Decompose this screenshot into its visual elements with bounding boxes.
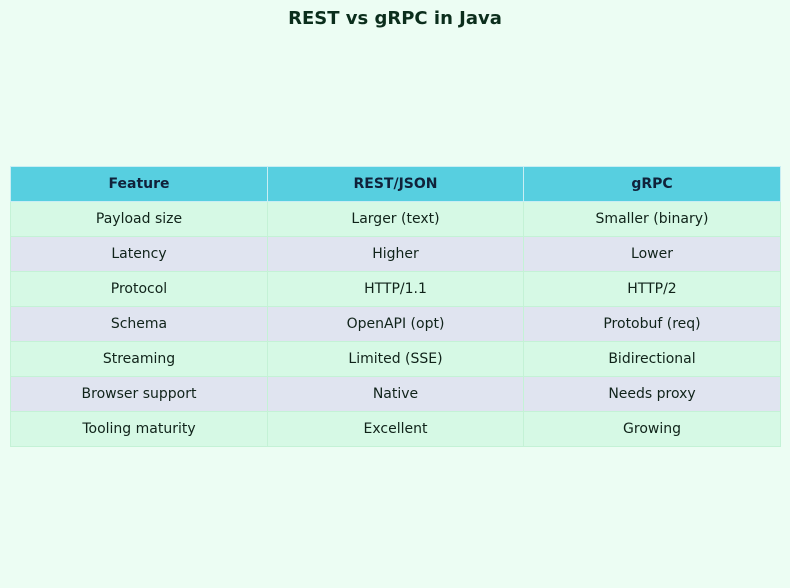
comparison-table: Feature REST/JSON gRPC Payload size Larger … bbox=[10, 166, 781, 447]
table-row: Payload size Larger (text) Smaller (binary… bbox=[10, 201, 781, 237]
table-cell: Higher bbox=[267, 236, 524, 272]
table-row: Schema OpenAPI (opt) Protobuf (req) bbox=[10, 306, 781, 342]
table-header-row: Feature REST/JSON gRPC bbox=[10, 166, 781, 202]
table-cell: Smaller (binary) bbox=[523, 201, 781, 237]
table-cell: Schema bbox=[10, 306, 268, 342]
chart-title: REST vs gRPC in Java bbox=[288, 8, 502, 29]
table-cell: Streaming bbox=[10, 341, 268, 377]
table-cell: Native bbox=[267, 376, 524, 412]
table-cell: Browser support bbox=[10, 376, 268, 412]
table-cell: Excellent bbox=[267, 411, 524, 447]
table-row: Browser support Native Needs proxy bbox=[10, 376, 781, 412]
table-cell: Tooling maturity bbox=[10, 411, 268, 447]
table-cell: Limited (SSE) bbox=[267, 341, 524, 377]
table-cell: Growing bbox=[523, 411, 781, 447]
table-cell: HTTP/1.1 bbox=[267, 271, 524, 307]
column-header: gRPC bbox=[523, 166, 781, 202]
table-cell: Protobuf (req) bbox=[523, 306, 781, 342]
table-cell: Larger (text) bbox=[267, 201, 524, 237]
table-row: Protocol HTTP/1.1 HTTP/2 bbox=[10, 271, 781, 307]
table-cell: Payload size bbox=[10, 201, 268, 237]
table-body: Payload size Larger (text) Smaller (binary… bbox=[10, 201, 781, 447]
table-cell: Protocol bbox=[10, 271, 268, 307]
table-row: Tooling maturity Excellent Growing bbox=[10, 411, 781, 447]
table-cell: Needs proxy bbox=[523, 376, 781, 412]
table-cell: Lower bbox=[523, 236, 781, 272]
table-cell: OpenAPI (opt) bbox=[267, 306, 524, 342]
column-header: REST/JSON bbox=[267, 166, 524, 202]
table-row: Streaming Limited (SSE) Bidirectional bbox=[10, 341, 781, 377]
table-cell: HTTP/2 bbox=[523, 271, 781, 307]
table-cell: Bidirectional bbox=[523, 341, 781, 377]
table-cell: Latency bbox=[10, 236, 268, 272]
table-row: Latency Higher Lower bbox=[10, 236, 781, 272]
column-header: Feature bbox=[10, 166, 268, 202]
